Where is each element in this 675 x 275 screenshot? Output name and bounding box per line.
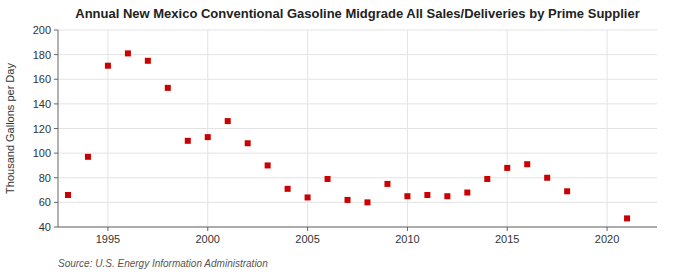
point (245, 140, 251, 146)
x-tick (107, 227, 108, 231)
y-tick-label: 200 (33, 24, 51, 36)
point (205, 134, 211, 140)
point (305, 194, 311, 200)
y-tick (54, 177, 58, 178)
y-tick-label: 60 (39, 196, 51, 208)
points (65, 50, 630, 221)
grid-line-y (58, 79, 657, 80)
point (265, 162, 271, 168)
y-tick (54, 227, 58, 228)
y-tick (54, 103, 58, 104)
x-tick-label: 1995 (96, 233, 120, 245)
y-tick-label: 40 (39, 221, 51, 233)
point (624, 215, 630, 221)
y-tick-label: 120 (33, 123, 51, 135)
grid-line-y (58, 54, 657, 55)
y-tick-label: 140 (33, 98, 51, 110)
chart-container: 1995 2000 2005 2010 2015 2020 40 60 80 100 120 140 1… (0, 0, 675, 275)
grid (58, 30, 657, 227)
y-tick (54, 128, 58, 129)
y-tick (54, 153, 58, 154)
grid-line-y (58, 227, 657, 228)
title: Annual New Mexico Conventional Gasoline … (75, 6, 639, 21)
grid-line-x (107, 30, 108, 227)
y-tick (54, 202, 58, 203)
annotation: Source: U.S. Energy Information Administ… (58, 258, 268, 269)
x-tick (407, 227, 408, 231)
point (345, 197, 351, 203)
x-axis-line (58, 227, 657, 228)
point (564, 188, 570, 194)
x-tick (307, 227, 308, 231)
point (444, 193, 450, 199)
point (424, 192, 430, 198)
grid-line-x (607, 30, 608, 227)
grid-line-x (507, 30, 508, 227)
x-tick-label: 2010 (395, 233, 419, 245)
y-tick (54, 54, 58, 55)
point (85, 154, 91, 160)
point (225, 118, 231, 124)
point (464, 190, 470, 196)
page: {"chart_data": {"type": "scatter", "titl… (0, 0, 675, 275)
x-tick (507, 227, 508, 231)
y-axis-label: Thousand Gallons per Day (4, 63, 16, 194)
point (145, 58, 151, 64)
x-tick-label: 2005 (295, 233, 319, 245)
point (105, 63, 111, 69)
point (404, 193, 410, 199)
point (185, 138, 191, 144)
point (484, 176, 490, 182)
x-tick (207, 227, 208, 231)
point (364, 199, 370, 205)
point (325, 176, 331, 182)
point (544, 175, 550, 181)
point (165, 85, 171, 91)
x-tick (607, 227, 608, 231)
point (65, 192, 71, 198)
grid-line-y (58, 177, 657, 178)
y-tick (54, 30, 58, 31)
point (125, 50, 131, 56)
x-tick-label: 2020 (595, 233, 619, 245)
y-tick-label: 100 (33, 147, 51, 159)
point (285, 186, 291, 192)
y-tick-label: 160 (33, 73, 51, 85)
grid-line-y (58, 128, 657, 129)
grid-line-y (58, 153, 657, 154)
y-tick-label: 180 (33, 49, 51, 61)
chart-svg: 1995 2000 2005 2010 2015 2020 40 60 80 100 120 140 1… (0, 0, 675, 275)
y-tick (54, 79, 58, 80)
x-tick-label: 2015 (495, 233, 519, 245)
point (504, 165, 510, 171)
grid-line-y (58, 30, 657, 31)
point (524, 161, 530, 167)
grid-line-y (58, 202, 657, 203)
grid-line-x (207, 30, 208, 227)
x-tick-label: 2000 (196, 233, 220, 245)
point (384, 181, 390, 187)
y-tick-label: 80 (39, 172, 51, 184)
axes: 1995 2000 2005 2010 2015 2020 40 60 80 100 120 140 1… (33, 24, 657, 245)
grid-line-y (58, 103, 657, 104)
